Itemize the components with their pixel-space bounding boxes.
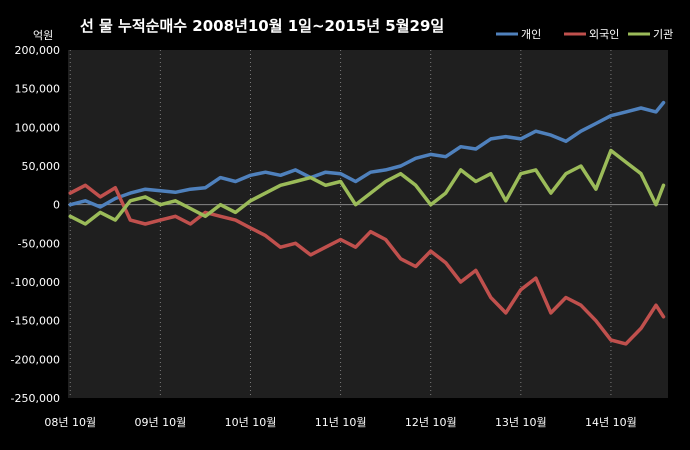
- x-tick-label: 13년 10월: [495, 416, 547, 429]
- legend-label: 개인: [521, 28, 541, 41]
- legend: 개인 외국인 기관: [496, 28, 673, 41]
- series-line-외국인: [68, 183, 666, 346]
- series-line-기관: [68, 148, 666, 226]
- x-tick-label: 09년 10월: [134, 416, 186, 429]
- y-tick-label: -100,000: [11, 276, 60, 289]
- y-tick-label: 200,000: [15, 44, 61, 57]
- grid-lines: [68, 50, 668, 398]
- x-tick-label: 14년 10월: [585, 416, 637, 429]
- y-tick-label: 0: [53, 199, 60, 212]
- legend-label: 기관: [653, 28, 673, 41]
- chart-title: 선 물 누적순매수 2008년10월 1일~2015년 5월29일: [80, 17, 444, 35]
- plot-area: [68, 50, 668, 398]
- y-axis-unit-label: 억원: [33, 29, 53, 42]
- y-tick-label: 100,000: [15, 121, 61, 134]
- y-tick-label: 150,000: [15, 83, 61, 96]
- y-tick-label: -50,000: [18, 237, 60, 250]
- x-tick-label: 10년 10월: [225, 416, 277, 429]
- x-tick-label: 08년 10월: [44, 416, 96, 429]
- legend-label: 외국인: [589, 28, 619, 41]
- x-tick-label: 11년 10월: [315, 416, 367, 429]
- y-tick-label: -250,000: [11, 392, 60, 405]
- y-tick-label: -150,000: [11, 315, 60, 328]
- y-tick-label: -200,000: [11, 353, 60, 366]
- y-tick-label: 50,000: [22, 160, 61, 173]
- y-axis: 200,000 150,000 100,000 50,000 0 -50,000 -100,…: [11, 44, 60, 405]
- series-line-개인: [68, 100, 666, 209]
- series-lines: [68, 100, 666, 346]
- x-tick-label: 12년 10월: [405, 416, 457, 429]
- x-axis: 08년 10월 09년 10월 10년 10월 11년 10월 12년 10월 13년 1…: [44, 416, 636, 429]
